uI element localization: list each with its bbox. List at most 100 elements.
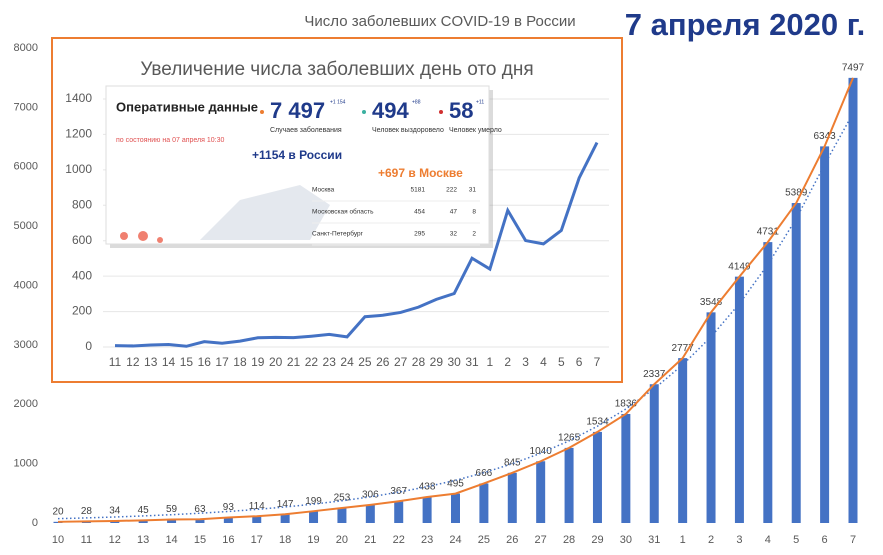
- x-tick-label: 15: [194, 534, 206, 546]
- x-tick-label: 14: [162, 355, 176, 369]
- dot: [260, 110, 264, 114]
- x-tick-label: 4: [765, 534, 771, 546]
- bar: [507, 472, 517, 523]
- bar: [365, 504, 375, 523]
- map: [200, 185, 330, 240]
- x-tick-label: 29: [430, 355, 444, 369]
- x-tick-label: 15: [180, 355, 194, 369]
- x-tick-label: 22: [393, 534, 405, 546]
- y-tick-label: 1000: [14, 458, 38, 470]
- x-tick-label: 11: [109, 355, 122, 369]
- y-tick-label: 2000: [14, 398, 38, 410]
- x-tick-label: 23: [421, 534, 433, 546]
- bar: [592, 431, 602, 523]
- value-label: 1265: [558, 433, 581, 444]
- x-tick-label: 31: [648, 534, 660, 546]
- value-label: 253: [334, 493, 351, 504]
- bar: [649, 384, 659, 523]
- value-label: 1836: [615, 399, 638, 410]
- x-tick-label: 12: [126, 355, 140, 369]
- table-cell: 32: [450, 231, 458, 238]
- trend-line: [57, 112, 854, 520]
- x-tick-label: 28: [412, 355, 426, 369]
- map-dot: [120, 232, 128, 240]
- value-label: 5389: [785, 188, 808, 199]
- stat-value: 7 497: [270, 98, 325, 123]
- x-tick-label: 16: [198, 355, 212, 369]
- value-label: 495: [447, 478, 464, 489]
- table-cell: 295: [414, 231, 425, 238]
- y-tick-label: 8000: [14, 42, 38, 54]
- line: [114, 141, 599, 348]
- x-tick-label: 2: [504, 355, 511, 369]
- panel-subtitle: по состоянию на 07 апреля 10:30: [116, 137, 224, 144]
- x-tick-label: 22: [305, 355, 319, 369]
- x-tick-label: 5: [793, 534, 799, 546]
- value-label: 1534: [586, 417, 609, 428]
- stat-delta: +88: [412, 99, 421, 105]
- y-tick-label: 3000: [14, 339, 38, 351]
- x-tick-label: 18: [279, 534, 291, 546]
- x-tick-label: 20: [336, 534, 348, 546]
- y-tick-label: 1400: [65, 91, 92, 105]
- y-tick-label: 4000: [14, 279, 38, 291]
- value-label: 3548: [700, 297, 723, 308]
- stat-value: 58: [449, 98, 473, 123]
- value-label: 2337: [643, 369, 666, 380]
- bar: [394, 501, 404, 523]
- table-cell: Москва: [312, 187, 335, 194]
- bar: [536, 461, 546, 523]
- bar: [820, 146, 830, 523]
- bar: [309, 511, 319, 523]
- bar: [337, 507, 347, 523]
- value-label: 1040: [530, 446, 553, 457]
- y-tick-label: 600: [72, 233, 92, 247]
- value-label: 6343: [813, 131, 836, 142]
- dot: [439, 110, 443, 114]
- x-tick-label: 18: [233, 355, 247, 369]
- x-tick-label: 7: [594, 355, 601, 369]
- y-tick-label: 5000: [14, 220, 38, 232]
- bar: [734, 276, 744, 523]
- table-cell: 47: [450, 209, 458, 216]
- x-tick-label: 19: [251, 355, 265, 369]
- x-tick-label: 1: [680, 534, 686, 546]
- value-label: 666: [476, 468, 493, 479]
- value-label: 147: [277, 499, 294, 510]
- bar: [621, 413, 631, 523]
- x-tick-label: 29: [591, 534, 603, 546]
- x-tick-label: 2: [708, 534, 714, 546]
- value-label: 7497: [842, 63, 865, 74]
- x-tick-label: 14: [165, 534, 177, 546]
- y-tick-label: 1000: [65, 162, 92, 176]
- bar: [791, 203, 801, 523]
- value-label: 45: [138, 505, 150, 516]
- x-tick-label: 13: [144, 355, 158, 369]
- x-tick-label: 7: [850, 534, 856, 546]
- table-cell: Санкт-Петербург: [312, 230, 364, 238]
- stat-label: Случаев заболевания: [270, 126, 342, 134]
- value-label: 93: [223, 502, 235, 513]
- x-tick-label: 25: [478, 534, 490, 546]
- map-dot: [157, 237, 163, 243]
- x-tick-label: 23: [323, 355, 337, 369]
- date-label: 7 апреля 2020 г.: [625, 7, 865, 42]
- table-cell: 31: [469, 187, 477, 194]
- stat-label: Человек умерло: [449, 127, 502, 134]
- x-tick-label: 6: [576, 355, 583, 369]
- growth-line: [57, 77, 854, 523]
- y-tick-label: 6000: [14, 161, 38, 173]
- x-tick-label: 26: [376, 355, 390, 369]
- x-tick-label: 19: [307, 534, 319, 546]
- x-tick-label: 30: [620, 534, 632, 546]
- y-tick-label: 200: [72, 304, 92, 318]
- x-tick-label: 5: [558, 355, 565, 369]
- y-tick-label: 0: [85, 339, 92, 353]
- table-cell: 8: [472, 209, 476, 216]
- table-cell: 2: [472, 231, 476, 238]
- x-tick-label: 20: [269, 355, 283, 369]
- x-tick-label: 13: [137, 534, 149, 546]
- x-tick-label: 11: [81, 534, 92, 546]
- x-tick-label: 10: [52, 534, 64, 546]
